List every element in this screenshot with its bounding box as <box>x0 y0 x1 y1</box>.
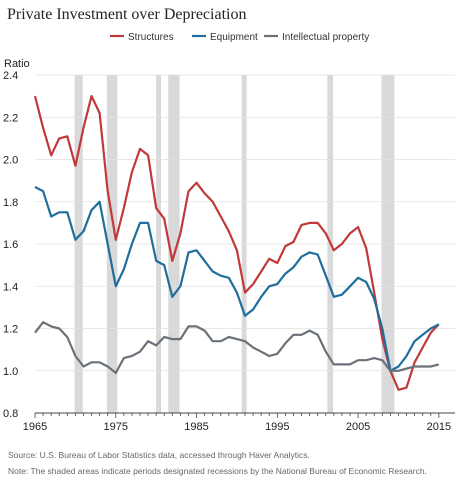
series-line-equipment <box>34 186 440 372</box>
y-tick-label: 2.4 <box>3 70 18 82</box>
x-tick-label: 1965 <box>23 421 47 430</box>
series-line-intellectual-property <box>34 321 440 374</box>
legend-label: Structures <box>128 32 174 43</box>
y-tick-label: 1.0 <box>3 366 18 378</box>
y-tick-label: 2.2 <box>3 112 18 124</box>
x-tick-label: 1995 <box>265 421 289 430</box>
y-tick-label: 1.8 <box>3 197 18 209</box>
x-tick-label: 2015 <box>427 421 451 430</box>
x-tick-label: 1975 <box>104 421 128 430</box>
y-axis-label: Ratio <box>4 58 30 70</box>
x-axis-ticks: 1965 1975 1985 1995 2005 2015 <box>23 413 451 430</box>
series-line-structures <box>33 94 440 391</box>
x-tick-label: 2005 <box>346 421 370 430</box>
y-axis-ticks: 0.8 1.0 1.2 1.4 1.6 1.8 2.0 2.2 2.4 <box>3 70 18 420</box>
y-tick-label: 2.0 <box>3 155 18 167</box>
chart-title: Private Investment over Depreciation <box>7 6 246 23</box>
legend-label: Equipment <box>210 32 258 43</box>
y-tick-label: 1.4 <box>3 281 18 293</box>
source-note: Source: U.S. Bureau of Labor Statistics … <box>8 450 310 460</box>
series-lines <box>33 94 440 391</box>
recession-note: Note: The shaded areas indicate periods … <box>8 466 427 476</box>
legend-label: Intellectual property <box>282 32 369 43</box>
y-tick-label: 1.6 <box>3 239 18 251</box>
legend: Structures Equipment Intellectual property <box>110 32 369 43</box>
line-chart: Private Investment over Depreciation Str… <box>3 6 455 430</box>
x-tick-label: 1985 <box>184 421 208 430</box>
y-tick-label: 0.8 <box>3 408 18 420</box>
y-tick-label: 1.2 <box>3 324 18 336</box>
